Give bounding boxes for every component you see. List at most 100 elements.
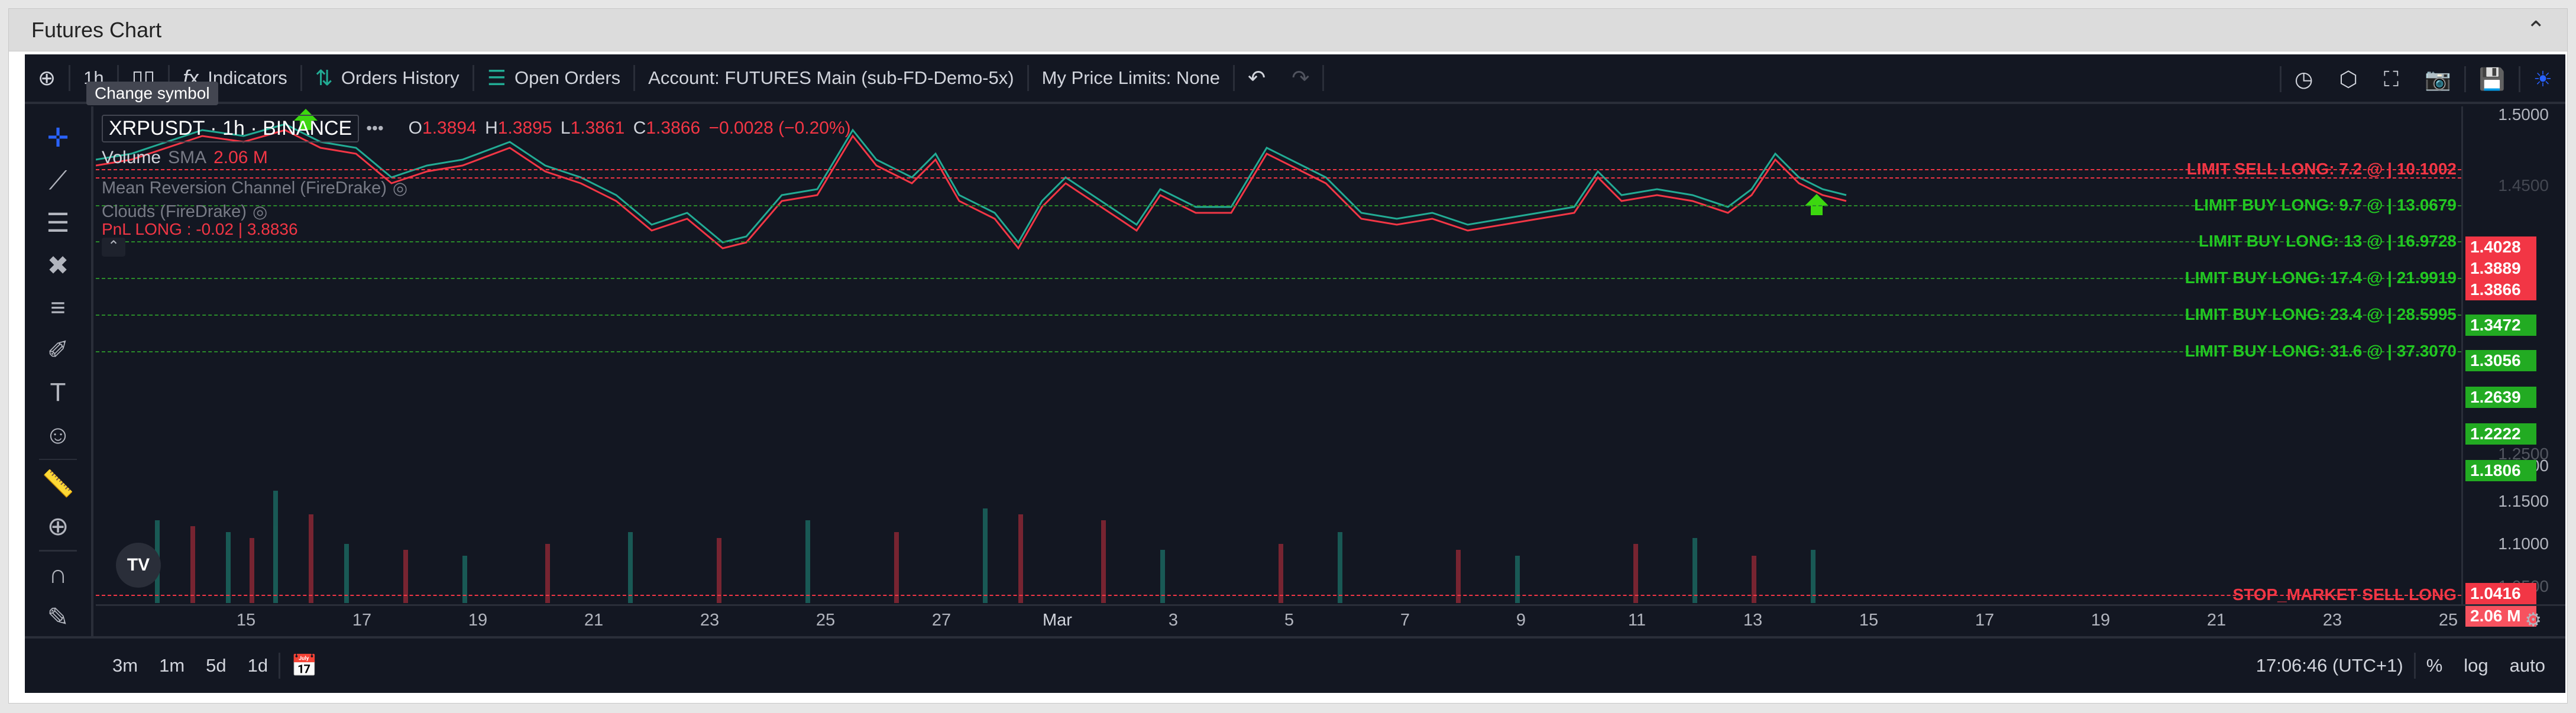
open-orders-button[interactable]: ☰ Open Orders [474, 53, 633, 103]
fib-icon[interactable]: ☰ [46, 208, 70, 238]
time-tick: 25 [2438, 611, 2458, 630]
divider [1233, 65, 1235, 91]
ohlc-values: O1.3894 H1.3895 L1.3861 C1.3866 −0.0028 … [409, 118, 855, 138]
collapse-legend-button[interactable]: ⌃ [102, 238, 125, 257]
indicator-row: Mean Reversion Channel (FireDrake) ◎ [102, 173, 855, 203]
time-tick: 21 [584, 611, 604, 630]
range-1m-button[interactable]: 1m [159, 655, 185, 676]
account-button[interactable]: Account: FUTURES Main (sub-FD-Demo-5x) [635, 53, 1027, 103]
save-button[interactable]: 💾 [2466, 54, 2519, 104]
time-tick: 13 [1743, 611, 1763, 630]
indicator-label[interactable]: Mean Reversion Channel (FireDrake) [102, 178, 387, 197]
undo-icon: ↶ [1248, 66, 1266, 90]
replay-icon: ⬡ [2339, 67, 2358, 91]
order-label: LIMIT BUY LONG: 9.7 @ | 13.0679 [2194, 196, 2457, 214]
price-label: 1.3472 [2465, 315, 2536, 336]
time-tick: 19 [2090, 611, 2111, 630]
close-value: 1.3866 [646, 118, 701, 138]
redo-button[interactable]: ↷ [1279, 53, 1322, 103]
plus-circle-icon: ⊕ [38, 66, 56, 90]
trend-line-icon[interactable]: ⟋ [48, 166, 67, 195]
order-line[interactable] [96, 169, 2461, 170]
time-tick: 27 [931, 611, 952, 630]
price-axis[interactable]: 1.5000 1.4500 1.2500 1.2000 1.1500 1.100… [2461, 105, 2565, 627]
fullscreen-button[interactable]: ⛶ [2371, 54, 2412, 104]
symbol-row: XRPUSDT · 1h · BINANCE ••• O1.3894 H1.38… [102, 114, 855, 143]
undo-button[interactable]: ↶ [1235, 53, 1279, 103]
chart-widget: ⊕ 1h ▯▯ fx Indicators ⇅ Orders History ☰ Op… [25, 54, 2565, 693]
emoji-icon[interactable]: ☺ [44, 420, 72, 449]
indicator-label[interactable]: Clouds (FireDrake) [102, 202, 247, 221]
log-toggle[interactable]: log [2464, 655, 2488, 676]
time-tick: 5 [1284, 611, 1295, 630]
list-icon: ☰ [487, 66, 506, 90]
prediction-icon[interactable]: ≡ [50, 293, 66, 322]
divider [1027, 65, 1029, 91]
divider [69, 65, 71, 91]
price-tick: 1.5000 [2498, 105, 2549, 124]
order-line[interactable] [96, 241, 2461, 242]
text-icon[interactable]: T [50, 378, 66, 407]
price-label: 1.1806 [2465, 460, 2536, 481]
more-icon[interactable]: ••• [366, 119, 384, 137]
eye-hidden-icon[interactable]: ◎ [252, 202, 268, 222]
range-3m-button[interactable]: 3m [112, 655, 138, 676]
price-label: 1.3056 [2465, 350, 2536, 371]
magnet-icon[interactable]: ∩ [48, 560, 67, 589]
ruler-icon[interactable]: 📏 [41, 469, 75, 499]
order-line[interactable] [96, 278, 2461, 279]
divider [2413, 653, 2416, 679]
order-line[interactable] [96, 315, 2461, 316]
percent-toggle[interactable]: % [2426, 655, 2443, 676]
price-tick: 1.4500 [2498, 176, 2549, 195]
clock-timezone[interactable]: 17:06:46 (UTC+1) [2255, 655, 2403, 676]
eye-hidden-icon[interactable]: ◎ [392, 179, 408, 198]
symbol-button[interactable]: XRPUSDT · 1h · BINANCE [102, 114, 360, 142]
volume-sma-label: SMA [168, 148, 207, 167]
auto-toggle[interactable]: auto [2509, 655, 2545, 676]
screenshot-button[interactable]: 📷 [2412, 54, 2464, 104]
calendar-range-icon[interactable]: 📅 [291, 653, 318, 678]
order-line[interactable] [96, 351, 2461, 352]
order-line[interactable] [96, 205, 2461, 206]
drawing-toolbar: ✛ ⟋ ☰ ✖ ≡ ✐ T ☺ 📏 ⊕ ∩ ✎ [25, 106, 93, 639]
order-line[interactable] [96, 595, 2461, 596]
axis-settings-icon[interactable]: ⚙ [2525, 609, 2542, 630]
high-value: 1.3895 [497, 118, 552, 138]
pattern-icon[interactable]: ✖ [47, 251, 69, 280]
tradingview-logo[interactable]: TV [116, 543, 161, 588]
sun-icon: ☀ [2533, 67, 2552, 91]
panel-title: Futures Chart [31, 17, 162, 42]
bottom-toolbar: 3m 1m 5d 1d 📅 17:06:46 (UTC+1) % log aut… [25, 636, 2565, 693]
time-tick: 15 [236, 611, 256, 630]
chart-plot-area[interactable]: LIMIT SELL LONG: 7.2 @ | 10.1002 LIMIT B… [96, 106, 2461, 604]
range-1d-button[interactable]: 1d [247, 655, 268, 676]
divider [168, 65, 170, 91]
chevron-up-icon[interactable]: ⌃ [2526, 17, 2546, 43]
low-label: L [560, 118, 571, 138]
zoom-in-icon[interactable]: ⊕ [47, 511, 69, 541]
divider [633, 65, 636, 91]
crosshair-icon[interactable]: ✛ [47, 124, 69, 153]
add-symbol-button[interactable]: ⊕ [25, 53, 69, 103]
theme-button[interactable]: ☀ [2520, 54, 2565, 104]
orders-history-button[interactable]: ⇅ Orders History [302, 53, 473, 103]
save-icon: 💾 [2478, 67, 2506, 91]
time-tick: 15 [1859, 611, 1879, 630]
chart-legend: XRPUSDT · 1h · BINANCE ••• O1.3894 H1.38… [102, 114, 855, 257]
time-tick: 21 [2206, 611, 2227, 630]
lock-icon[interactable]: ✎ [47, 602, 69, 632]
replay-button[interactable]: ⬡ [2326, 54, 2370, 104]
open-label: O [408, 118, 423, 138]
top-toolbar: ⊕ 1h ▯▯ fx Indicators ⇅ Orders History ☰ Op… [25, 54, 2565, 104]
price-limits-button[interactable]: My Price Limits: None [1029, 53, 1233, 103]
price-limits-label: My Price Limits: None [1041, 67, 1221, 88]
alert-button[interactable]: ◷ [2281, 54, 2326, 104]
range-5d-button[interactable]: 5d [206, 655, 226, 676]
order-label: STOP_MARKET SELL LONG [2232, 585, 2457, 604]
time-axis[interactable]: 15 17 19 21 23 25 27 Mar 3 5 7 9 11 13 1… [96, 604, 2565, 631]
pnl-label: PnL LONG : -0.02 | 3.8836 [102, 220, 298, 238]
price-label: 1.4028 [2465, 236, 2536, 258]
brush-icon[interactable]: ✐ [47, 335, 69, 365]
alert-clock-icon: ◷ [2295, 67, 2313, 91]
